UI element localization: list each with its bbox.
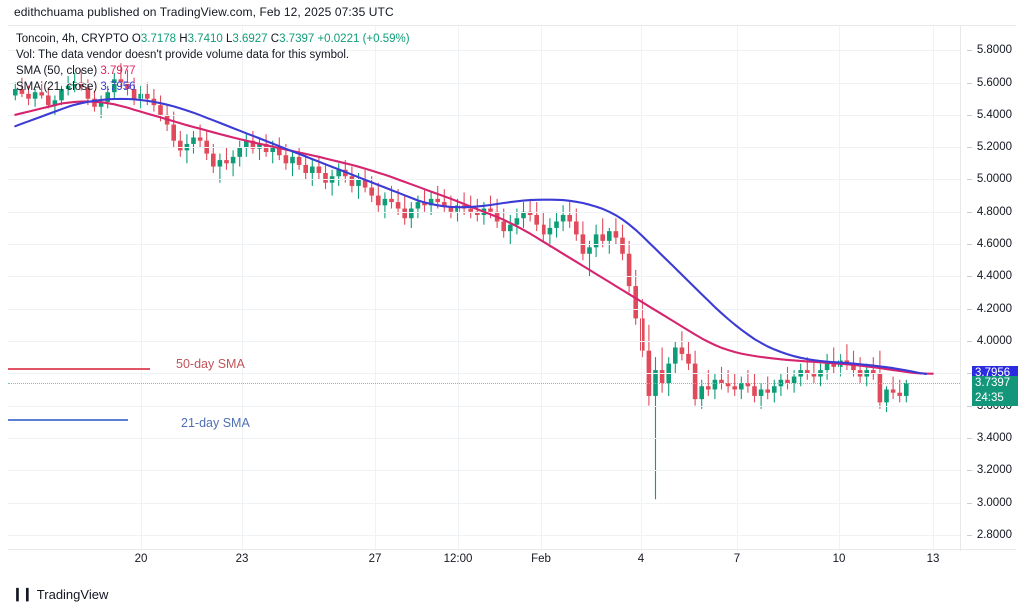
time-tick-label: 7 — [733, 553, 741, 565]
chart-plot-area[interactable]: 50-day SMA 21-day SMA — [8, 26, 960, 551]
chart-frame: 50-day SMA 21-day SMA 5.8000 5.6000 5.4000… — [8, 25, 1018, 551]
gridline-horizontal — [8, 276, 960, 278]
gridline-horizontal — [8, 502, 960, 504]
gridline-horizontal — [8, 437, 960, 439]
last-price-badge: 3.7397 24:35 — [972, 376, 1018, 407]
gridline-horizontal — [8, 405, 960, 407]
gridline-horizontal — [8, 308, 960, 310]
price-tick-label: 3.4000 — [966, 432, 1012, 444]
gridline-vertical — [458, 26, 459, 551]
publisher-credit: edithchuama published on TradingView.com… — [14, 5, 394, 19]
gridline-vertical — [839, 26, 840, 551]
price-tick-dash — [966, 470, 972, 472]
price-axis[interactable]: 5.8000 5.6000 5.4000 5.2000 5.0000 4.8000 4.60… — [960, 26, 1018, 551]
price-tick-label: 5.0000 — [966, 173, 1012, 185]
gridline-vertical — [641, 26, 642, 551]
price-tick-dash — [966, 114, 972, 116]
price-tick-dash — [966, 244, 972, 246]
time-axis[interactable]: 20 23 27 12:00 Feb 4 7 10 13 — [8, 550, 1016, 572]
gridline-horizontal — [8, 147, 960, 149]
price-tick-dash — [966, 82, 972, 84]
sma21-annotation-line — [8, 418, 128, 421]
price-tick-dash — [966, 50, 972, 52]
gridline-horizontal — [8, 82, 960, 84]
price-tick-dash — [966, 147, 972, 149]
price-tick-dash — [966, 437, 972, 439]
last-price-line — [8, 383, 960, 385]
price-tick-dash — [966, 211, 972, 213]
time-tick-label: 12:00 — [443, 553, 473, 565]
gridline-vertical — [737, 26, 738, 551]
gridline-vertical — [375, 26, 376, 551]
tradingview-mark-icon: ❙❙ — [12, 586, 33, 601]
price-tick-label: 2.8000 — [966, 529, 1012, 541]
sma50-annotation-label: 50-day SMA — [176, 357, 245, 372]
bar-countdown: 24:35 — [975, 392, 1004, 405]
time-tick-label: 13 — [926, 553, 940, 565]
price-tick-dash — [966, 373, 972, 375]
price-tick-label: 4.8000 — [966, 206, 1012, 218]
price-tick-label: 5.2000 — [966, 141, 1012, 153]
price-tick-dash — [966, 534, 972, 536]
price-tick-label: 5.8000 — [966, 44, 1012, 56]
gridline-horizontal — [8, 50, 960, 52]
time-tick-label: 20 — [134, 553, 148, 565]
time-tick-label: 10 — [832, 553, 846, 565]
price-tick-dash — [966, 276, 972, 278]
gridline-horizontal — [8, 114, 960, 116]
gridline-vertical — [933, 26, 934, 551]
price-tick-label: 4.0000 — [966, 335, 1012, 347]
gridline-vertical — [541, 26, 542, 551]
gridline-horizontal — [8, 470, 960, 472]
gridline-horizontal — [8, 179, 960, 181]
time-tick-label: 27 — [368, 553, 382, 565]
time-tick-label: 23 — [235, 553, 249, 565]
price-tick-dash — [966, 405, 972, 407]
gridline-vertical — [242, 26, 243, 551]
gridline-horizontal — [8, 244, 960, 246]
price-tick-dash — [966, 502, 972, 504]
gridline-horizontal — [8, 341, 960, 342]
moving-average-lines — [14, 97, 934, 376]
tradingview-logo: ❙❙ TradingView — [12, 586, 108, 602]
sma21-annotation-label: 21-day SMA — [181, 415, 250, 430]
price-tick-label: 5.6000 — [966, 77, 1012, 89]
price-tick-label: 5.4000 — [966, 109, 1012, 121]
gridline-vertical — [141, 26, 142, 551]
price-tick-label: 4.4000 — [966, 270, 1012, 282]
time-tick-label: Feb — [531, 553, 551, 565]
gridline-horizontal — [8, 373, 960, 375]
sma50-annotation-line — [8, 368, 150, 371]
price-tick-label: 4.2000 — [966, 303, 1012, 315]
price-tick-label: 4.6000 — [966, 238, 1012, 250]
price-tick-dash — [966, 308, 972, 310]
price-tick-label: 3.0000 — [966, 497, 1012, 509]
price-tick-dash — [966, 341, 972, 342]
price-tick-dash — [966, 179, 972, 181]
time-tick-label: 4 — [637, 553, 645, 565]
tradingview-brand-text: TradingView — [36, 586, 109, 602]
price-tick-label: 3.2000 — [966, 464, 1012, 476]
gridline-horizontal — [8, 534, 960, 536]
last-price-value: 3.7397 — [975, 377, 1011, 390]
